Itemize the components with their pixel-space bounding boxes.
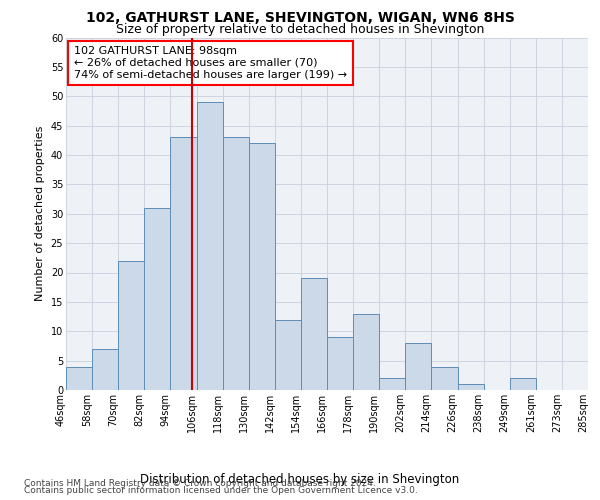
Text: Size of property relative to detached houses in Shevington: Size of property relative to detached ho… [116,22,484,36]
Text: 102, GATHURST LANE, SHEVINGTON, WIGAN, WN6 8HS: 102, GATHURST LANE, SHEVINGTON, WIGAN, W… [86,12,514,26]
Bar [249,143,275,390]
Text: Contains HM Land Registry data © Crown copyright and database right 2024.: Contains HM Land Registry data © Crown c… [24,478,376,488]
Bar [92,349,118,390]
Bar [145,208,170,390]
Bar [327,337,353,390]
Bar [223,138,249,390]
Text: Contains public sector information licensed under the Open Government Licence v3: Contains public sector information licen… [24,486,418,495]
Bar [275,320,301,390]
Bar [301,278,327,390]
Bar [406,343,431,390]
Bar [431,366,458,390]
Text: Distribution of detached houses by size in Shevington: Distribution of detached houses by size … [140,472,460,486]
Bar [510,378,536,390]
Bar [458,384,484,390]
Text: 102 GATHURST LANE: 98sqm
← 26% of detached houses are smaller (70)
74% of semi-d: 102 GATHURST LANE: 98sqm ← 26% of detach… [74,46,347,80]
Bar [353,314,379,390]
Bar [170,138,197,390]
Bar [197,102,223,390]
Bar [66,366,92,390]
Y-axis label: Number of detached properties: Number of detached properties [35,126,45,302]
Bar [118,261,145,390]
Bar [379,378,406,390]
